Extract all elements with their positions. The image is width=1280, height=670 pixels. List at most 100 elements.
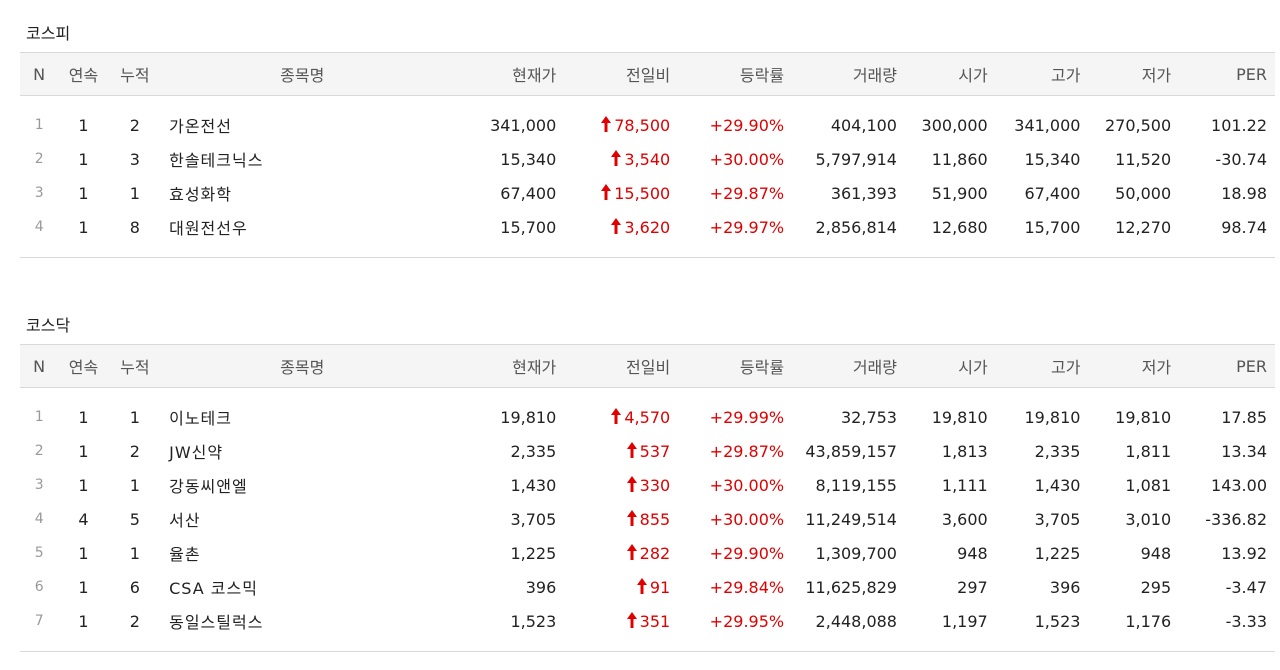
open-price: 1,197 [941,611,988,631]
col-header-price[interactable]: 현재가 [443,344,565,388]
day-change-value: 282 [639,543,671,563]
low-price: 1,081 [1125,475,1172,495]
low-price: 3,010 [1125,509,1172,529]
col-header-low[interactable]: 저가 [1088,52,1180,96]
col-header-streak[interactable]: 연속 [58,52,109,96]
table-row[interactable]: 2 1 3 한솔테크닉스 15,340 3,540 +30.00% 5,797,914 11,8… [20,142,1275,176]
table-row[interactable]: 4 1 8 대원전선우 15,700 3,620 +29.97% 2,856,814 12,68… [20,210,1275,244]
per-value: -30.74 [1215,149,1267,169]
total-count: 1 [129,183,140,203]
day-change-value: 78,500 [614,115,671,135]
table-row[interactable]: 4 4 5 서산 3,705 855 +30.00% 11,249,514 3,600 3,705… [20,502,1275,536]
col-header-per[interactable]: PER [1179,52,1275,96]
stock-name-link[interactable]: 율촌 [169,545,201,564]
change-rate: +29.84% [709,577,785,597]
open-price: 1,813 [941,441,988,461]
high-price: 15,700 [1024,217,1081,237]
col-header-rate[interactable]: 등락률 [678,52,793,96]
row-number: 2 [34,443,44,459]
col-header-change[interactable]: 전일비 [564,52,679,96]
stock-name-link[interactable]: 강동씨앤엘 [169,477,248,496]
table-row[interactable]: 1 1 2 가온전선 341,000 78,500 +29.90% 404,100 300,00… [20,108,1275,142]
stock-name-link[interactable]: JW신약 [169,443,224,462]
col-header-name[interactable]: 종목명 [161,344,444,388]
table-row[interactable]: 3 1 1 효성화학 67,400 15,500 +29.87% 361,393 51,900 6… [20,176,1275,210]
col-header-change[interactable]: 전일비 [564,344,679,388]
stock-name-link[interactable]: 효성화학 [169,185,232,204]
stock-name-link[interactable]: 대원전선우 [169,219,248,238]
total-count: 6 [129,577,140,597]
volume: 2,448,088 [815,611,897,631]
change-rate: +29.95% [709,611,785,631]
up-arrow-icon [626,509,637,526]
change-rate: +30.00% [709,475,785,495]
streak-count: 1 [78,475,89,495]
row-number: 1 [34,409,44,425]
row-number: 2 [34,151,44,167]
up-arrow-icon [601,183,612,200]
day-change: 330 [564,468,678,502]
table-body: 1 1 1 이노테크 19,810 4,570 +29.99% 32,753 19,810 19,… [20,388,1275,652]
col-header-high[interactable]: 고가 [995,52,1089,96]
per-value: 143.00 [1211,475,1267,495]
current-price: 19,810 [500,407,557,427]
section-title: 코스피 [26,24,71,43]
col-header-n[interactable]: N [20,52,59,96]
col-header-total[interactable]: 누적 [108,344,162,388]
open-price: 297 [957,577,988,597]
col-header-low[interactable]: 저가 [1088,344,1180,388]
current-price: 15,340 [500,149,557,169]
col-header-name[interactable]: 종목명 [161,52,444,96]
table-row[interactable]: 1 1 1 이노테크 19,810 4,570 +29.99% 32,753 19,810 19,… [20,400,1275,434]
col-header-volume[interactable]: 거래량 [792,52,905,96]
row-number: 1 [34,117,44,133]
low-price: 948 [1140,543,1172,563]
row-number: 5 [34,545,44,561]
streak-count: 1 [78,115,89,135]
col-header-rate[interactable]: 등락률 [678,344,793,388]
volume: 11,625,829 [805,577,897,597]
col-header-per[interactable]: PER [1179,344,1275,388]
day-change-value: 91 [649,577,671,597]
stock-name-link[interactable]: 이노테크 [169,409,232,428]
per-value: -336.82 [1205,509,1267,529]
high-price: 341,000 [1014,115,1081,135]
row-number: 4 [34,511,44,527]
stock-name-link[interactable]: 한솔테크닉스 [169,151,264,170]
stock-name-link[interactable]: 가온전선 [169,117,232,136]
day-change-value: 537 [639,441,671,461]
col-header-open[interactable]: 시가 [904,344,996,388]
stock-name-link[interactable]: 동일스틸럭스 [169,613,264,632]
col-header-high[interactable]: 고가 [995,344,1089,388]
col-header-streak[interactable]: 연속 [58,344,109,388]
stock-name-link[interactable]: 서산 [169,511,201,530]
table-row[interactable]: 5 1 1 율촌 1,225 282 +29.90% 1,309,700 948 1,225 948… [20,536,1275,570]
row-number: 3 [34,477,44,493]
col-header-n[interactable]: N [20,344,59,388]
table-row[interactable]: 3 1 1 강동씨앤엘 1,430 330 +30.00% 8,119,155 1,111 1,4… [20,468,1275,502]
per-value: 13.92 [1221,543,1267,563]
stock-name-link[interactable]: CSA 코스믹 [169,579,258,598]
low-price: 12,270 [1115,217,1172,237]
high-price: 1,430 [1034,475,1081,495]
open-price: 51,900 [931,183,988,203]
row-number: 7 [34,613,44,629]
volume: 11,249,514 [805,509,897,529]
up-arrow-icon [636,577,647,594]
change-rate: +29.99% [709,407,785,427]
current-price: 2,335 [510,441,557,461]
col-header-total[interactable]: 누적 [108,52,162,96]
col-header-price[interactable]: 현재가 [443,52,565,96]
col-header-open[interactable]: 시가 [904,52,996,96]
col-header-volume[interactable]: 거래량 [792,344,905,388]
low-price: 11,520 [1115,149,1172,169]
table-row[interactable]: 6 1 6 CSA 코스믹 396 91 +29.84% 11,625,829 297 396 29… [20,570,1275,604]
volume: 361,393 [830,183,897,203]
table-row[interactable]: 2 1 2 JW신약 2,335 537 +29.87% 43,859,157 1,813 2,3… [20,434,1275,468]
total-count: 5 [129,509,140,529]
current-price: 1,225 [510,543,557,563]
kosdaq-section: 코스닥 N 연속 누적 종목명 현재가 전일비 등락률 거래량 시가 고가 저가… [20,314,1275,652]
day-change-value: 15,500 [614,183,671,203]
total-count: 8 [129,217,140,237]
table-row[interactable]: 7 1 2 동일스틸럭스 1,523 351 +29.95% 2,448,088 1,197 1,… [20,604,1275,638]
